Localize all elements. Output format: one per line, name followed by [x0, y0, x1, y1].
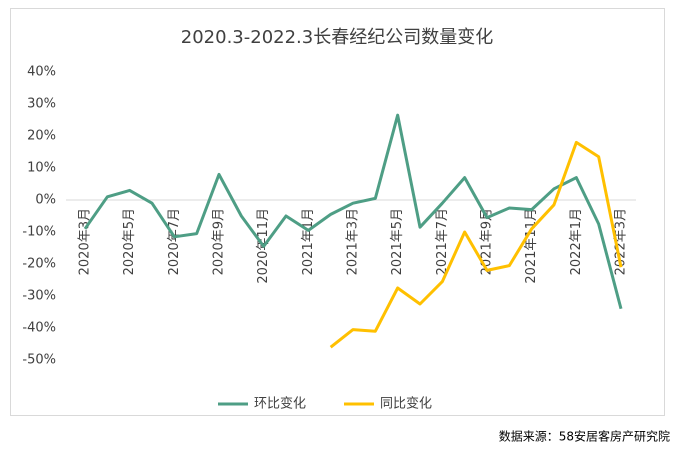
series-line — [83, 113, 623, 310]
series-line — [329, 140, 623, 349]
source: 数据来源：58安居客房产研究院 — [499, 429, 670, 444]
y-tick-label: -40% — [22, 321, 56, 336]
y-tick-label: -10% — [22, 225, 56, 240]
y-tick-label: 0% — [35, 193, 56, 208]
chart-title: 2020.3-2022.3长春经纪公司数量变化 — [181, 27, 493, 48]
x-tick-label: 2020年9月 — [212, 208, 227, 275]
y-tick-label: 30% — [27, 97, 56, 112]
x-tick-label: 2021年9月 — [480, 208, 495, 275]
x-tick-label: 2021年11月 — [524, 208, 539, 284]
y-tick-label: 40% — [27, 65, 56, 80]
x-tick-label: 2021年1月 — [301, 208, 316, 275]
x-tick-label: 2020年7月 — [167, 208, 182, 275]
x-tick-label: 2021年7月 — [435, 208, 450, 275]
y-tick-label: 10% — [27, 161, 56, 176]
x-tick-label: 2020年3月 — [78, 208, 93, 275]
legend-label: 同比变化 — [380, 396, 432, 412]
legend-label: 环比变化 — [254, 396, 306, 412]
chart-border — [10, 8, 665, 416]
y-tick-label: 20% — [27, 129, 56, 144]
x-tick-label: 2021年3月 — [346, 208, 361, 275]
x-tick-label: 2020年5月 — [122, 208, 137, 275]
x-tick-label: 2022年1月 — [569, 208, 584, 275]
y-tick-label: -50% — [22, 353, 56, 368]
y-tick-label: -20% — [22, 257, 56, 272]
x-tick-label: 2021年5月 — [390, 208, 405, 275]
x-tick-label: 2022年3月 — [614, 208, 629, 275]
y-tick-label: -30% — [22, 289, 56, 304]
